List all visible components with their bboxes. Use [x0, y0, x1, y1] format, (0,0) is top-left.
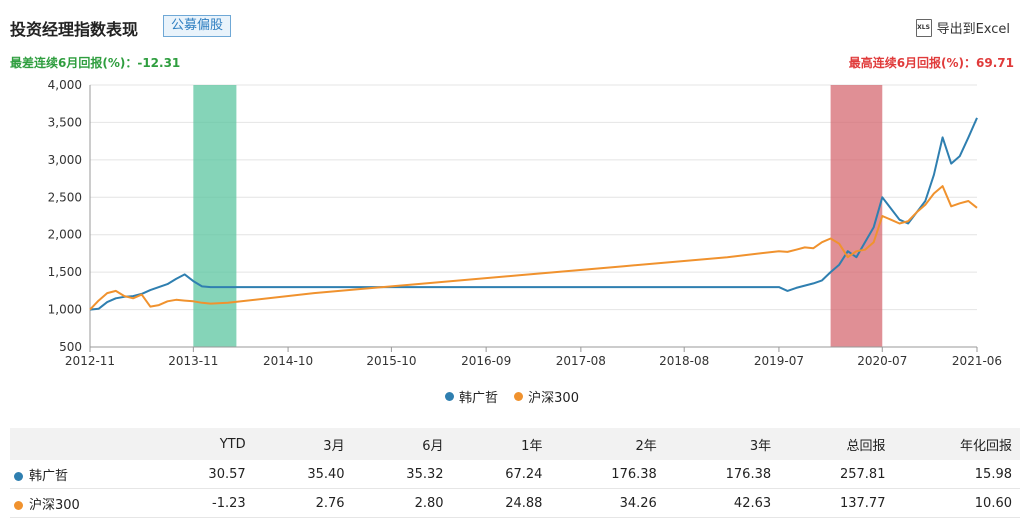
y-tick-label: 3,500: [48, 115, 82, 129]
row-name-cell: 韩广哲: [10, 460, 155, 489]
table-cell: 2.80: [352, 488, 452, 518]
worst-6m-return: 最差连续6月回报(%)：-12.31: [10, 54, 180, 71]
x-tick-label: 2013-11: [168, 354, 218, 368]
column-header: 3年: [664, 428, 780, 460]
legend-label-hs300: 沪深300: [528, 391, 579, 406]
best-6m-value: 69.71: [976, 56, 1014, 70]
table-row: 沪深300 -1.23 2.76 2.80 24.88 34.26 42.63 …: [10, 488, 1020, 518]
export-excel-button[interactable]: XLS 导出到Excel: [915, 18, 1010, 37]
export-label: 导出到Excel: [936, 22, 1010, 37]
table-cell: 257.81: [779, 460, 894, 489]
x-tick-label: 2019-07: [754, 354, 804, 368]
fund-type-tag[interactable]: 公募偏股: [163, 15, 232, 37]
table-cell: 24.88: [451, 488, 551, 518]
table-cell: 176.38: [664, 460, 780, 489]
table-cell: 34.26: [550, 488, 665, 518]
legend-item-hs300[interactable]: 沪深300: [514, 387, 579, 406]
index-performance-chart[interactable]: 500 1,000 1,500 2,000 2,500 3,000 3,500 4,000 20…: [0, 70, 1024, 370]
table-cell: -1.23: [154, 488, 254, 518]
x-tick-label: 2014-10: [263, 354, 313, 368]
x-tick-label: 2012-11: [65, 354, 115, 368]
xls-file-icon: XLS: [915, 18, 932, 37]
best-6m-return: 最高连续6月回报(%)：69.71: [849, 54, 1014, 71]
table-cell: 42.63: [664, 488, 780, 518]
row-name: 沪深300: [29, 497, 80, 513]
best-6m-highlight: [830, 85, 883, 347]
table-cell: 2.76: [253, 488, 353, 518]
table-cell: 137.77: [779, 488, 894, 518]
row-color-dot: [14, 500, 23, 510]
worst-6m-value: -12.31: [137, 56, 181, 70]
x-tick-label: 2015-10: [366, 354, 416, 368]
page-title: 投资经理指数表现: [10, 20, 139, 39]
table-cell: 67.24: [451, 460, 551, 489]
x-tick-label: 2017-08: [556, 354, 606, 368]
table-cell: 35.40: [253, 460, 353, 489]
legend-item-manager[interactable]: 韩广哲: [445, 387, 498, 406]
row-name: 韩广哲: [29, 468, 69, 484]
row-name-cell: 沪深300: [10, 488, 155, 518]
best-6m-label: 最高连续6月回报(%)：: [848, 56, 977, 70]
column-header: YTD: [154, 428, 254, 460]
y-tick-label: 4,000: [48, 78, 82, 92]
chart-legend: 韩广哲 沪深300: [0, 387, 1024, 406]
legend-dot-hs300: [514, 392, 524, 401]
column-header: 1年: [451, 428, 551, 460]
table-cell: 176.38: [550, 460, 665, 489]
column-header: 6月: [352, 428, 452, 460]
legend-label-manager: 韩广哲: [459, 391, 499, 406]
column-header: 总回报: [779, 428, 894, 460]
table-cell: 30.57: [154, 460, 254, 489]
y-tick-label: 3,000: [48, 153, 82, 167]
x-tick-label: 2016-09: [461, 354, 511, 368]
column-header: [10, 428, 155, 460]
y-tick-label: 1,000: [48, 303, 82, 317]
column-header: 2年: [550, 428, 665, 460]
table-cell: 10.60: [893, 488, 1020, 518]
x-tick-label: 2020-07: [857, 354, 907, 368]
table-cell: 35.32: [352, 460, 452, 489]
y-tick-label: 500: [59, 340, 82, 354]
y-tick-label: 2,000: [48, 228, 82, 242]
table-row: 韩广哲 30.57 35.40 35.32 67.24 176.38 176.3…: [10, 460, 1020, 489]
table-cell: 15.98: [893, 460, 1020, 489]
column-header: 年化回报: [893, 428, 1020, 460]
worst-6m-label: 最差连续6月回报(%)：: [10, 56, 138, 70]
legend-dot-manager: [445, 392, 454, 401]
worst-6m-highlight: [193, 85, 237, 347]
series-line-hs300: [89, 185, 978, 311]
row-color-dot: [14, 471, 23, 481]
y-tick-label: 2,500: [48, 190, 82, 204]
page-header: 投资经理指数表现 公募偏股 XLS 导出到Excel: [10, 14, 1016, 40]
table-header-row: YTD 3月 6月 1年 2年 3年 总回报 年化回报: [10, 428, 1020, 460]
y-tick-label: 1,500: [48, 265, 82, 279]
returns-table: YTD 3月 6月 1年 2年 3年 总回报 年化回报 韩广哲 30.57 35…: [10, 428, 1020, 518]
x-tick-label: 2018-08: [659, 354, 709, 368]
column-header: 3月: [253, 428, 353, 460]
x-tick-label: 2021-06: [952, 354, 1002, 368]
